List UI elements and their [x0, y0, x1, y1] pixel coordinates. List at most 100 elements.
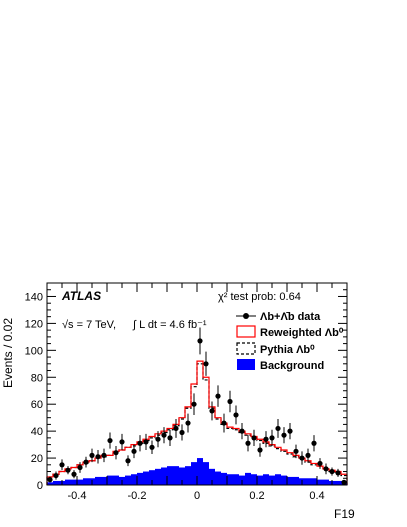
- data-point: [293, 448, 299, 454]
- y-tick-label: 20: [31, 453, 43, 465]
- data-point: [317, 460, 323, 467]
- background-bar: [281, 475, 287, 485]
- background-bar: [71, 479, 77, 485]
- y-tick-label: 60: [31, 399, 43, 411]
- data-point: [197, 338, 203, 344]
- data-point: [191, 401, 197, 407]
- y-tick-label: 120: [25, 318, 43, 330]
- legend-background-swatch: [237, 359, 255, 370]
- x-tick-label: 0.2: [249, 490, 264, 502]
- background-bar: [161, 467, 167, 485]
- energy-text: √s = 7 TeV,: [62, 319, 116, 331]
- background-bar: [167, 466, 173, 485]
- legend-reweighted-swatch: [236, 325, 256, 338]
- lumi-text: ∫ L dt = 4.6 fb⁻¹: [132, 319, 207, 331]
- data-point: [107, 437, 113, 444]
- background-bar: [287, 476, 293, 485]
- data-point: [95, 454, 101, 460]
- data-point: [245, 440, 251, 446]
- data-point: [341, 479, 347, 485]
- data-point: [299, 455, 305, 461]
- data-point: [335, 470, 341, 476]
- data-point: [113, 450, 119, 456]
- background-bar: [149, 470, 155, 485]
- background-bar: [143, 471, 149, 485]
- data-point: [251, 435, 257, 441]
- background-bar: [47, 482, 53, 485]
- background-bar: [53, 480, 59, 485]
- background-bar: [209, 468, 215, 485]
- data-point: [275, 425, 281, 432]
- y-tick-label: 80: [31, 372, 43, 384]
- background-bar: [65, 479, 71, 485]
- y-tick-label: 100: [25, 345, 43, 357]
- data-point: [329, 468, 335, 475]
- y-axis-title: Events / 0.02: [1, 318, 15, 388]
- data-point: [71, 471, 77, 477]
- data-point: [53, 472, 59, 479]
- data-point: [77, 464, 83, 471]
- background-bar: [107, 475, 113, 485]
- background-bar: [125, 475, 131, 485]
- data-point: [227, 398, 233, 405]
- x-tick-label: -0.4: [68, 490, 87, 502]
- background-bar: [77, 479, 83, 485]
- data-point: [215, 393, 221, 399]
- background-bar: [185, 466, 191, 485]
- legend-background-label: Background: [260, 360, 324, 372]
- data-point: [269, 435, 275, 441]
- axis-ticks: -0.4 -0.2 0 0.2 0.4 0 20 40 60 80 100 120 140: [25, 282, 348, 502]
- background-bar: [173, 466, 179, 485]
- data-point: [323, 466, 329, 472]
- legend-reweighted-label: Reweighted Λb⁰: [260, 327, 344, 339]
- data-point: [179, 429, 185, 436]
- data-points: [47, 327, 347, 485]
- legend: Λb+Λ̄b data Reweighted Λb⁰ Pythia Λb⁰ Ba…: [236, 311, 344, 372]
- background-bar: [95, 476, 101, 485]
- data-point: [89, 452, 95, 458]
- data-point: [161, 432, 167, 438]
- data-point: [209, 408, 215, 414]
- background-bar: [263, 474, 269, 485]
- data-point: [155, 436, 161, 442]
- background-bar: [137, 472, 143, 485]
- data-point: [137, 440, 143, 446]
- data-point: [167, 435, 173, 441]
- background-bar: [101, 476, 107, 485]
- data-point: [119, 439, 125, 445]
- x-tick-label: 0: [194, 490, 200, 502]
- background-bar: [227, 474, 233, 485]
- data-point: [149, 444, 155, 450]
- background-bar: [233, 474, 239, 485]
- legend-data-marker: [243, 313, 249, 319]
- reweighted-histogram: [46, 360, 348, 485]
- background-bar: [257, 475, 263, 485]
- data-point: [233, 412, 239, 418]
- background-bar: [251, 474, 257, 485]
- chi2-text: χ² test prob: 0.64: [218, 291, 301, 303]
- data-point: [239, 428, 245, 434]
- data-point: [83, 459, 89, 465]
- x-axis-title: F19: [334, 507, 355, 521]
- background-bar: [221, 472, 227, 485]
- data-point: [143, 439, 149, 445]
- data-point: [257, 447, 263, 453]
- data-point: [311, 440, 317, 446]
- legend-pythia-swatch: [236, 342, 256, 355]
- y-tick-label: 40: [31, 426, 43, 438]
- background-bar: [335, 480, 341, 485]
- background-bar: [203, 462, 209, 485]
- background-bar: [131, 474, 137, 485]
- data-point: [263, 436, 269, 442]
- data-point: [281, 432, 287, 438]
- data-point: [287, 428, 293, 434]
- background-bar: [275, 474, 281, 485]
- data-point: [131, 448, 137, 454]
- data-point: [203, 361, 209, 367]
- data-point: [101, 452, 107, 458]
- data-point: [59, 462, 65, 468]
- background-bar: [197, 458, 203, 485]
- background-bar: [293, 476, 299, 485]
- experiment-label: ATLAS: [61, 289, 101, 303]
